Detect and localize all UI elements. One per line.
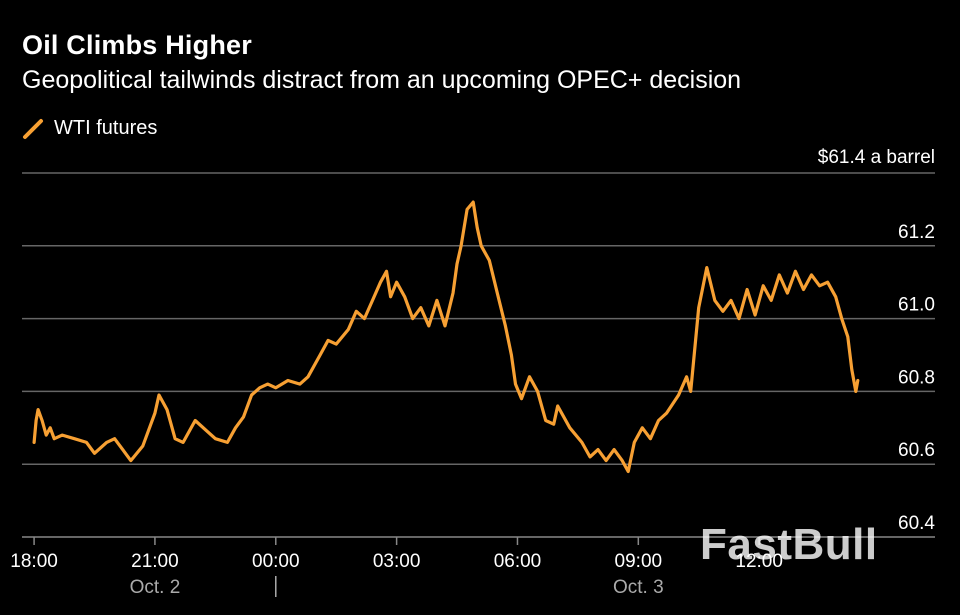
x-tick-label: 06:00 [494, 551, 542, 572]
x-tick-label: 00:00 [252, 551, 300, 572]
watermark-logo: FastBull [700, 520, 878, 569]
x-tick-label: 09:00 [615, 551, 663, 572]
date-label: Oct. 2 [130, 577, 181, 598]
legend: WTI futures [22, 117, 157, 140]
x-tick-label: 21:00 [131, 551, 179, 572]
y-tick-label: 61.2 [898, 222, 935, 243]
y-tick-label: 60.6 [898, 440, 935, 461]
y-tick-label: 60.4 [898, 513, 935, 534]
chart-subtitle: Geopolitical tailwinds distract from an … [22, 66, 742, 94]
date-label: Oct. 3 [613, 577, 664, 598]
chart-title: Oil Climbs Higher [22, 30, 252, 60]
y-tick-label: 61.0 [898, 295, 935, 316]
series-line-wti [32, 200, 860, 474]
x-tick-label: 12:00 [735, 551, 783, 572]
legend-label: WTI futures [54, 117, 158, 139]
y-tick-label: 60.8 [898, 367, 935, 388]
y-unit-label: $61.4 a barrel [818, 147, 935, 168]
x-tick-label: 03:00 [373, 551, 421, 572]
x-tick-label: 18:00 [10, 551, 58, 572]
legend-line-icon [23, 118, 43, 139]
